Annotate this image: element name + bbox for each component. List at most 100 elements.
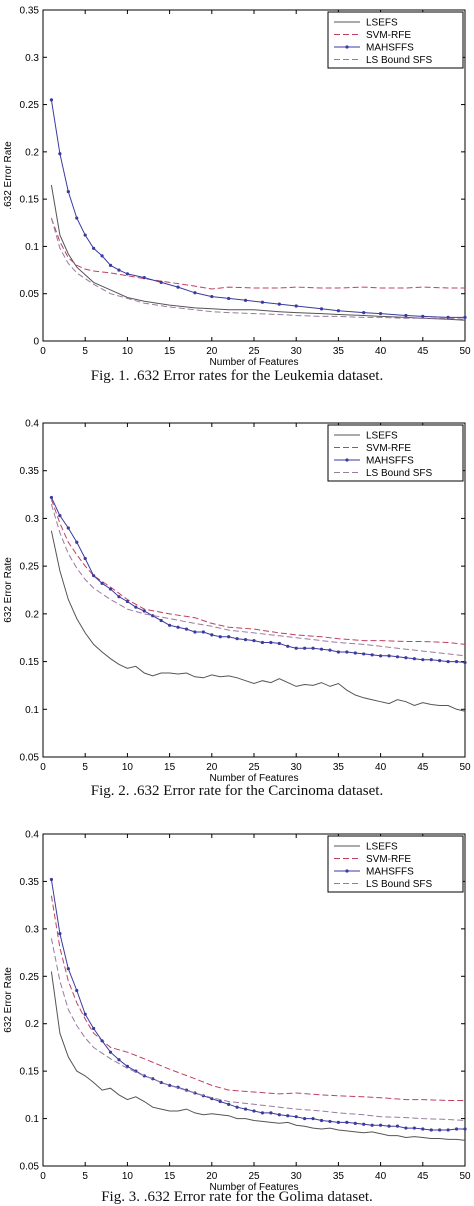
x-tick-label: 35 — [333, 762, 345, 773]
series-point-mahsffs — [168, 624, 171, 627]
series-point-mahsffs — [244, 638, 247, 641]
x-tick-label: 0 — [40, 762, 46, 773]
series-point-mahsffs — [244, 299, 247, 302]
series-point-mahsffs — [92, 574, 95, 577]
y-tick-label: 0.3 — [25, 514, 39, 525]
series-point-mahsffs — [404, 314, 407, 317]
series-point-mahsffs — [320, 648, 323, 651]
series-point-mahsffs — [75, 216, 78, 219]
series-point-mahsffs — [227, 635, 230, 638]
legend-entry: SVM-RFE — [366, 854, 411, 865]
series-point-mahsffs — [67, 526, 70, 529]
legend-entry: SVM-RFE — [366, 30, 411, 41]
legend-entry: LSEFS — [366, 431, 398, 442]
series-point-mahsffs — [236, 637, 239, 640]
series-point-mahsffs — [261, 1111, 264, 1114]
series-point-mahsffs — [337, 1121, 340, 1124]
series-point-mahsffs — [210, 633, 213, 636]
chart-3: 0 5 10 15 20 25 30 35 40 45 50 0.05 0.1 0.15 0.2 0.25 0.… — [3, 830, 471, 1194]
series-point-mahsffs — [286, 645, 289, 648]
series-point-mahsffs — [354, 651, 357, 654]
series-point-mahsffs — [337, 309, 340, 312]
series-point-mahsffs — [50, 98, 53, 101]
x-tick-label: 5 — [82, 346, 88, 357]
series-point-mahsffs — [185, 628, 188, 631]
y-tick-label: 0.25 — [20, 562, 40, 573]
y-tick-label: 0.4 — [25, 830, 39, 841]
series-point-mahsffs — [117, 1058, 120, 1061]
series-point-mahsffs — [303, 647, 306, 650]
series-point-mahsffs — [379, 312, 382, 315]
series-point-mahsffs — [134, 606, 137, 609]
x-tick-label: 40 — [375, 346, 387, 357]
figure-1-caption: Fig. 1. .632 Error rates for the Leukemi… — [0, 368, 474, 385]
x-tick-label: 15 — [164, 346, 176, 357]
series-point-mahsffs — [463, 316, 466, 319]
series-point-mahsffs — [227, 297, 230, 300]
series-point-mahsffs — [244, 1107, 247, 1110]
legend-entry: LSEFS — [366, 842, 398, 853]
legend-entry: MAHSFFS — [366, 43, 414, 54]
series-point-mahsffs — [126, 600, 129, 603]
series-point-mahsffs — [404, 656, 407, 659]
x-tick-label: 20 — [206, 1171, 218, 1182]
y-tick-label: 0.2 — [25, 147, 39, 158]
figure-3-caption: Fig. 3. .632 Error rate for the Golima d… — [0, 1189, 474, 1206]
chart-2: 0 5 10 15 20 25 30 35 40 45 500.050.10.150.20.250.… — [3, 419, 471, 785]
series-point-mahsffs — [58, 152, 61, 155]
series-point-mahsffs — [50, 496, 53, 499]
series-point-mahsffs — [404, 1126, 407, 1129]
series-point-mahsffs — [379, 654, 382, 657]
series-point-mahsffs — [362, 652, 365, 655]
y-tick-label: 0.35 — [20, 466, 40, 477]
series-point-mahsffs — [109, 264, 112, 267]
y-tick-label: 0.05 — [20, 1162, 40, 1173]
x-tick-label: 45 — [417, 1171, 429, 1182]
y-tick-label: 0.15 — [20, 657, 40, 668]
series-point-mahsffs — [311, 1117, 314, 1120]
series-point-mahsffs — [92, 1027, 95, 1030]
series-point-mahsffs — [261, 641, 264, 644]
x-tick-label: 25 — [248, 762, 260, 773]
legend-marker — [345, 45, 348, 48]
series-point-mahsffs — [421, 315, 424, 318]
series-point-mahsffs — [421, 658, 424, 661]
x-tick-label: 50 — [459, 346, 471, 357]
y-axis-label: .632 Error Rate — [3, 141, 14, 210]
series-point-mahsffs — [67, 190, 70, 193]
x-tick-label: 35 — [333, 346, 345, 357]
series-point-mahsffs — [387, 654, 390, 657]
y-tick-label: 0.2 — [25, 1019, 39, 1030]
series-point-mahsffs — [328, 1120, 331, 1123]
series-point-mahsffs — [252, 639, 255, 642]
series-point-mahsffs — [463, 1127, 466, 1130]
series-point-mahsffs — [396, 1125, 399, 1128]
series-point-mahsffs — [117, 268, 120, 271]
series-point-mahsffs — [278, 1113, 281, 1116]
legend-marker — [345, 869, 348, 872]
chart-1: 0 5 10 15 20 25 30 35 40 45 50 0 0.05 0.1 0.15 0.2 0.25 0… — [3, 6, 471, 369]
legend-entry: MAHSFFS — [366, 867, 414, 878]
series-point-mahsffs — [109, 1051, 112, 1054]
x-tick-label: 30 — [291, 346, 303, 357]
series-point-mahsffs — [430, 658, 433, 661]
y-tick-label: 0.3 — [25, 53, 39, 64]
series-point-mahsffs — [371, 653, 374, 656]
series-point-mahsffs — [413, 657, 416, 660]
legend-entry: LS Bound SFS — [366, 468, 432, 479]
series-point-mahsffs — [463, 661, 466, 664]
series-point-mahsffs — [362, 311, 365, 314]
series-point-mahsffs — [75, 541, 78, 544]
series-point-mahsffs — [50, 878, 53, 881]
series-point-mahsffs — [269, 1111, 272, 1114]
series-point-mahsffs — [143, 609, 146, 612]
series-point-mahsffs — [438, 1128, 441, 1131]
series-point-mahsffs — [328, 649, 331, 652]
series-point-mahsffs — [295, 1115, 298, 1118]
series-point-mahsffs — [455, 1127, 458, 1130]
x-tick-label: 30 — [291, 1171, 303, 1182]
y-tick-label: 0.1 — [25, 1114, 39, 1125]
x-tick-label: 30 — [291, 762, 303, 773]
series-point-mahsffs — [193, 630, 196, 633]
